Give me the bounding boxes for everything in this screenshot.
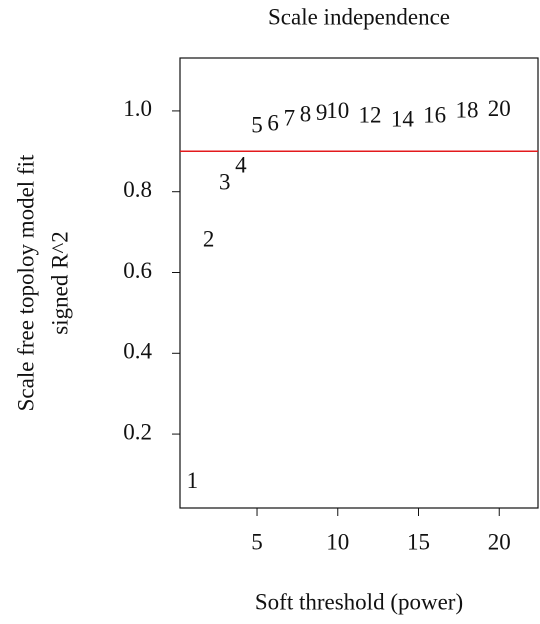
y-tick-label: 0.6	[123, 258, 152, 283]
point-label: 10	[326, 98, 349, 123]
x-axis-label: Soft threshold (power)	[255, 589, 463, 614]
point-label: 1	[187, 468, 199, 493]
point-label: 16	[423, 102, 446, 127]
point-label: 3	[219, 169, 231, 194]
point-label: 14	[391, 106, 415, 131]
x-tick-label: 5	[251, 529, 263, 554]
point-label: 8	[300, 101, 312, 126]
y-tick-label: 0.2	[123, 419, 152, 444]
chart-title: Scale independence	[268, 4, 450, 29]
point-label: 12	[359, 102, 382, 127]
point-label: 4	[235, 152, 247, 177]
x-tick-label: 15	[407, 529, 430, 554]
y-tick-label: 1.0	[123, 96, 152, 121]
y-tick-label: 0.8	[123, 177, 152, 202]
x-tick-label: 10	[326, 529, 349, 554]
y-tick-label: 0.4	[123, 339, 152, 364]
point-label: 9	[316, 100, 328, 125]
y-axis-label: Scale free topoloy model fit	[13, 154, 38, 411]
point-label: 2	[203, 226, 215, 251]
plot-frame	[179, 57, 539, 509]
point-label: 6	[267, 110, 279, 135]
x-tick-label: 20	[488, 529, 511, 554]
point-label: 20	[488, 96, 511, 121]
point-label: 7	[284, 105, 296, 130]
y-axis-label: signed R^2	[47, 231, 72, 334]
point-label: 5	[251, 112, 263, 137]
point-label: 18	[455, 97, 478, 122]
